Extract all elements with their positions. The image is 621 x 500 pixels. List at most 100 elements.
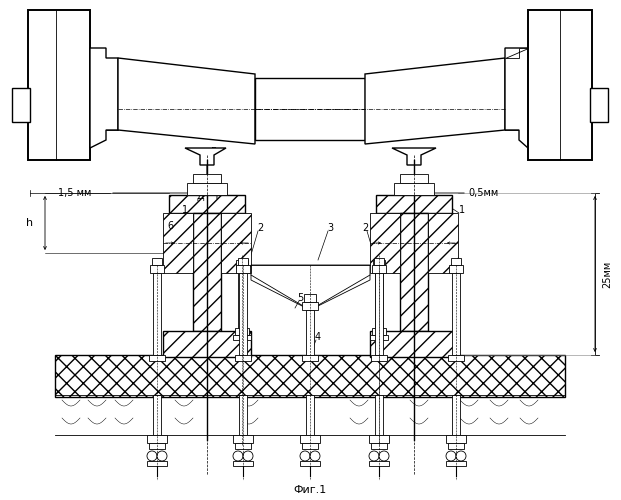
Polygon shape	[251, 265, 370, 310]
Bar	[302, 443, 318, 449]
Bar	[163, 213, 193, 273]
Text: Д: Д	[196, 191, 204, 201]
Circle shape	[157, 451, 167, 461]
Bar	[449, 265, 463, 273]
Bar	[193, 213, 221, 331]
Text: 3: 3	[327, 223, 333, 233]
Text: 1: 1	[459, 205, 465, 215]
Bar	[150, 265, 164, 273]
Polygon shape	[28, 10, 90, 160]
Polygon shape	[392, 148, 436, 165]
Bar	[306, 310, 314, 355]
Bar	[374, 258, 384, 265]
Bar	[452, 395, 460, 435]
Bar	[400, 213, 428, 331]
Bar	[300, 435, 320, 443]
Circle shape	[147, 451, 157, 461]
Bar	[169, 195, 245, 213]
Bar	[153, 395, 161, 435]
Text: 4: 4	[315, 332, 321, 342]
Bar	[302, 355, 318, 361]
Text: 25мм: 25мм	[602, 260, 612, 287]
Bar	[233, 435, 253, 443]
Bar	[187, 183, 227, 195]
Bar	[369, 435, 389, 443]
Bar	[376, 195, 452, 213]
Bar	[238, 268, 246, 328]
Polygon shape	[505, 48, 528, 148]
Circle shape	[369, 451, 379, 461]
Bar	[153, 273, 161, 355]
Bar	[394, 183, 434, 195]
Bar	[239, 395, 247, 435]
Bar	[12, 88, 30, 122]
Circle shape	[310, 451, 320, 461]
Bar	[147, 461, 167, 466]
Bar	[448, 443, 464, 449]
Bar	[370, 335, 388, 340]
Bar	[236, 265, 250, 273]
Bar	[448, 355, 464, 361]
Bar	[590, 88, 608, 122]
Bar	[375, 395, 383, 435]
Circle shape	[456, 451, 466, 461]
Polygon shape	[528, 10, 592, 160]
Text: Фиг.1: Фиг.1	[293, 485, 327, 495]
Bar	[428, 213, 458, 273]
Bar	[375, 273, 383, 355]
Bar	[371, 355, 387, 361]
Polygon shape	[118, 58, 255, 144]
Bar	[306, 395, 314, 435]
Circle shape	[446, 451, 456, 461]
Text: 2: 2	[257, 223, 263, 233]
Bar	[370, 331, 458, 357]
Text: 0,5мм: 0,5мм	[468, 188, 498, 198]
Bar	[163, 331, 251, 357]
Bar	[451, 258, 461, 265]
Bar	[375, 268, 383, 328]
Circle shape	[379, 451, 389, 461]
Bar	[300, 461, 320, 466]
Text: 6: 6	[167, 221, 173, 231]
Text: 1: 1	[182, 205, 188, 215]
Bar	[452, 273, 460, 355]
Bar	[372, 328, 386, 335]
Text: 2: 2	[362, 223, 368, 233]
Bar	[238, 258, 248, 265]
Circle shape	[243, 451, 253, 461]
Circle shape	[233, 451, 243, 461]
Bar	[149, 355, 165, 361]
Bar	[149, 443, 165, 449]
Bar	[221, 213, 251, 273]
Text: F: F	[211, 147, 217, 157]
Bar	[255, 78, 365, 140]
Text: 1,5 мм: 1,5 мм	[58, 188, 92, 198]
Bar	[446, 435, 466, 443]
Bar	[235, 328, 249, 335]
Bar	[371, 443, 387, 449]
Bar	[400, 174, 428, 183]
Text: h: h	[27, 218, 34, 228]
Bar	[152, 258, 162, 265]
Polygon shape	[185, 148, 226, 165]
Bar	[193, 174, 221, 183]
Bar	[372, 265, 386, 273]
Polygon shape	[90, 48, 118, 148]
Bar	[147, 435, 167, 443]
Bar	[369, 461, 389, 466]
Bar	[235, 443, 251, 449]
Bar	[233, 335, 251, 340]
Circle shape	[300, 451, 310, 461]
Text: 5: 5	[297, 293, 303, 303]
Bar	[239, 273, 247, 355]
Bar	[370, 213, 400, 273]
Bar	[302, 302, 318, 310]
Bar	[446, 461, 466, 466]
Bar	[235, 355, 251, 361]
Bar	[233, 461, 253, 466]
Bar	[373, 260, 385, 268]
Bar	[304, 294, 316, 302]
Bar	[236, 260, 248, 268]
Polygon shape	[505, 48, 528, 58]
Text: Y: Y	[213, 191, 219, 201]
